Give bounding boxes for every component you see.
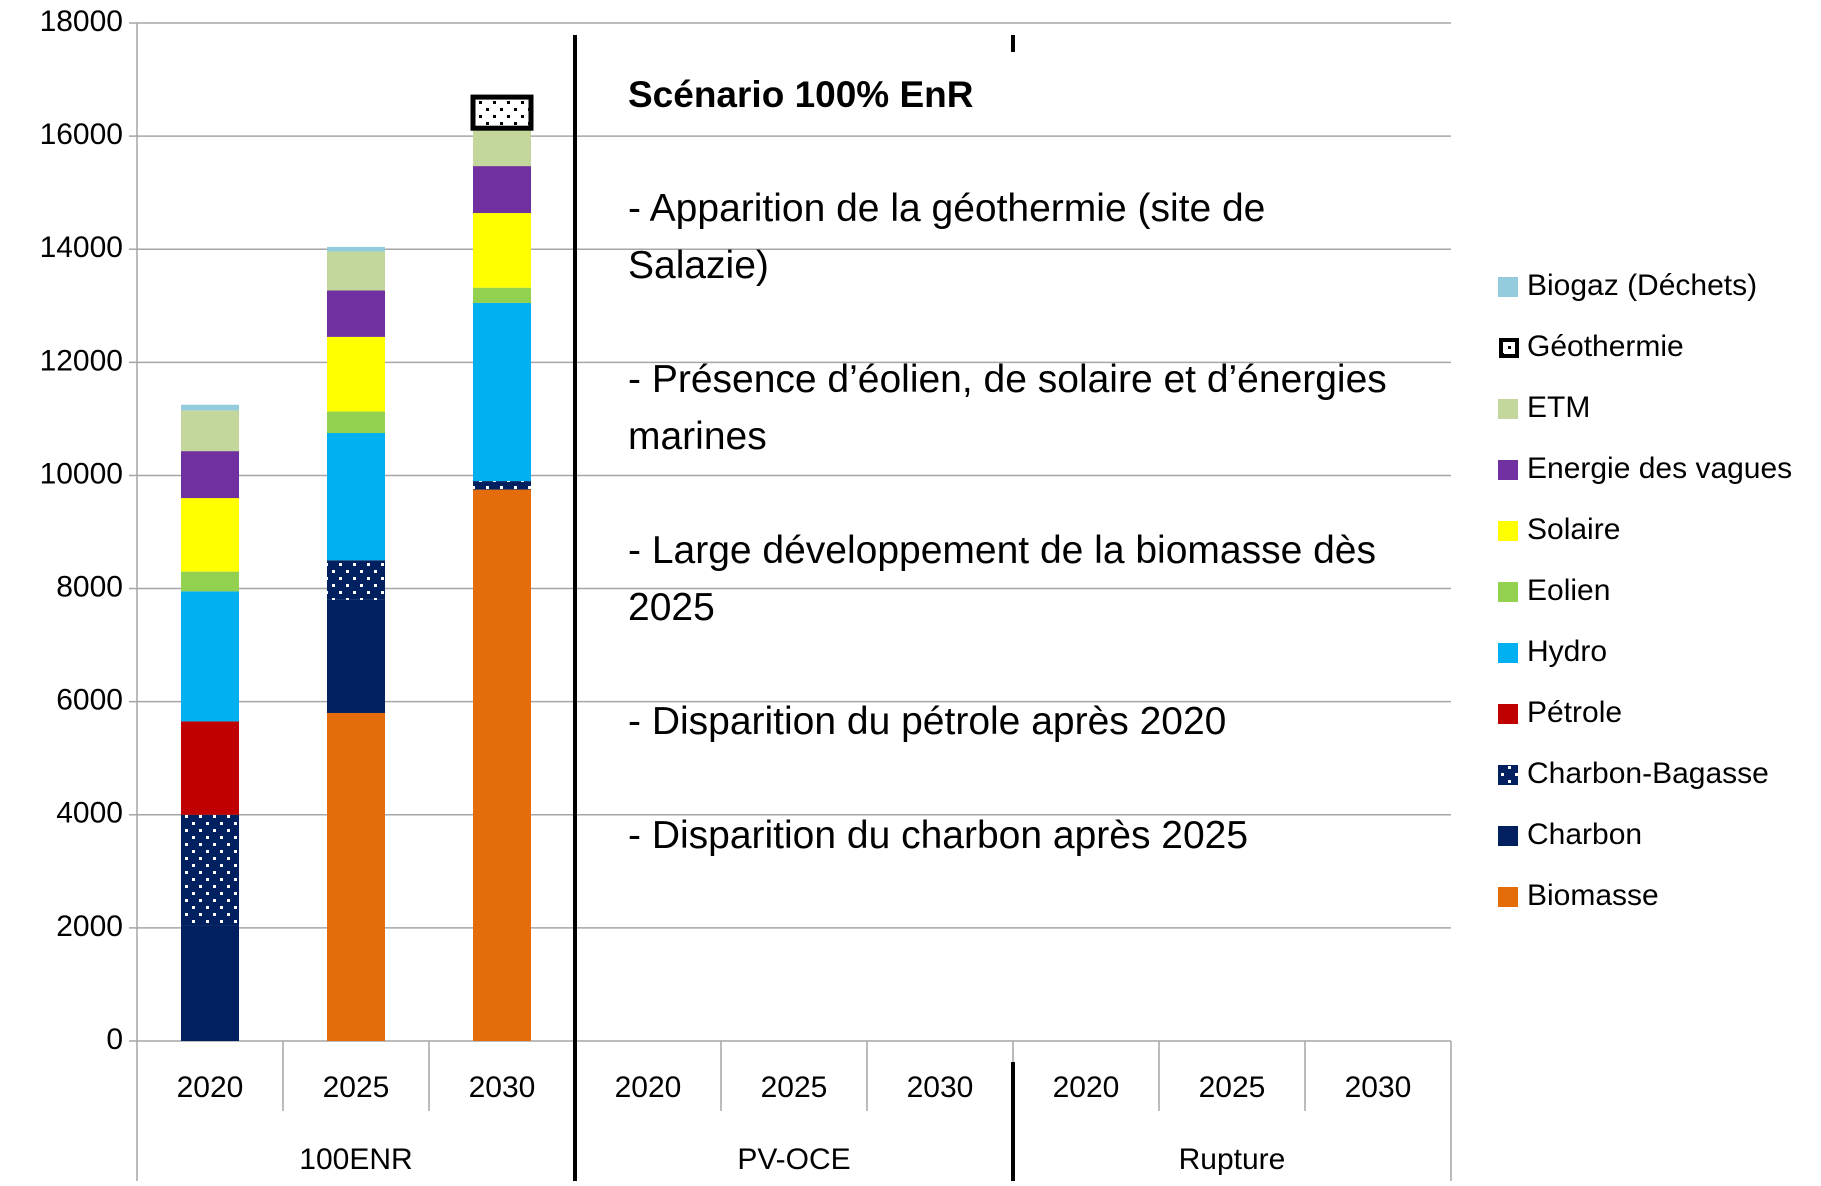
bar-segment (470, 94, 534, 131)
bar-segment (181, 721, 239, 815)
bar-segment (473, 489, 531, 1041)
legend-marker (1498, 704, 1518, 724)
legend-label: Eolien (1527, 574, 1610, 607)
legend-label: Charbon-Bagasse (1527, 757, 1769, 790)
legend-label: Charbon (1527, 818, 1642, 851)
annotation: Scénario 100% EnR - Apparition de la géo… (628, 66, 1398, 864)
bar-segment (327, 433, 385, 561)
bar-segment (327, 599, 385, 713)
bar-segment (327, 251, 385, 291)
annotation-line: - Disparition du charbon après 2025 (628, 814, 1249, 857)
annotation-line: - Large développement de la biomasse dès… (628, 529, 1376, 629)
x-tick-label: 2020 (615, 1071, 682, 1104)
group-label: PV-OCE (737, 1143, 850, 1176)
bar-segment (473, 287, 531, 303)
bar-segment (473, 128, 531, 167)
y-tick-label: 10000 (40, 457, 123, 490)
y-tick-label: 18000 (40, 5, 123, 38)
bar-segment (473, 302, 531, 482)
bar-segment (181, 571, 239, 592)
legend-marker (1498, 582, 1518, 602)
bar-segment (473, 481, 531, 490)
annotation-line: - Présence d’éolien, de solaire et d’éne… (628, 358, 1387, 458)
y-tick-label: 8000 (56, 570, 123, 603)
bar-segment (181, 925, 239, 1041)
x-tick-label: 2025 (761, 1071, 828, 1104)
legend-label: Solaire (1527, 513, 1620, 546)
legend-label: Hydro (1527, 635, 1607, 668)
x-tick-label: 2030 (1345, 1071, 1412, 1104)
legend-label: Géothermie (1527, 330, 1684, 363)
x-tick-label: 2025 (323, 1071, 390, 1104)
annotation-line: - Disparition du pétrole après 2020 (628, 700, 1227, 743)
legend-marker (1498, 765, 1518, 785)
bar-segment (327, 712, 385, 1041)
bar-segment (181, 814, 239, 926)
legend-marker (1498, 643, 1518, 663)
x-tick-label: 2025 (1199, 1071, 1266, 1104)
bar-segment (473, 213, 531, 288)
legend-label: Biomasse (1527, 879, 1659, 912)
group-label: 100ENR (299, 1143, 412, 1176)
y-tick-label: 0 (106, 1023, 123, 1056)
bar-segment (181, 451, 239, 499)
legend-marker (1498, 460, 1518, 480)
legend-label: ETM (1527, 391, 1590, 424)
bar-segment (181, 591, 239, 722)
y-tick-label: 6000 (56, 684, 123, 717)
y-tick-label: 12000 (40, 344, 123, 377)
y-tick-label: 4000 (56, 797, 123, 830)
legend-marker (1498, 277, 1518, 297)
legend-marker (1498, 826, 1518, 846)
y-tick-label: 2000 (56, 910, 123, 943)
bar-segment (327, 560, 385, 600)
annotation-title: Scénario 100% EnR (628, 74, 974, 115)
x-tick-label: 2030 (907, 1071, 974, 1104)
bar-segment (327, 290, 385, 337)
bar-segment (327, 246, 385, 252)
annotation-line: - Apparition de la géothermie (site de S… (628, 187, 1266, 287)
bar-segment (327, 411, 385, 434)
bar-segment (181, 410, 239, 452)
y-tick-label: 16000 (40, 118, 123, 151)
legend-marker (1498, 399, 1518, 419)
group-label: Rupture (1179, 1143, 1286, 1176)
legend-label: Biogaz (Déchets) (1527, 269, 1757, 302)
x-tick-label: 2020 (1053, 1071, 1120, 1104)
legend-marker (1498, 887, 1518, 907)
bar-segment (181, 498, 239, 572)
legend-label: Energie des vagues (1527, 452, 1792, 485)
x-tick-label: 2030 (469, 1071, 536, 1104)
legend-marker (1498, 521, 1518, 541)
legend-label: Pétrole (1527, 696, 1622, 729)
x-tick-label: 2020 (177, 1071, 244, 1104)
bar-segment (327, 336, 385, 412)
bar-segment (181, 404, 239, 411)
y-tick-label: 14000 (40, 231, 123, 264)
legend-marker (1499, 338, 1519, 358)
bar-segment (473, 166, 531, 214)
